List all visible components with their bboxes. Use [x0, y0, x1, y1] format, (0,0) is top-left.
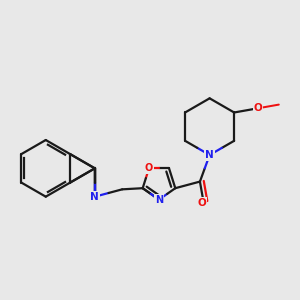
Text: N: N [205, 150, 214, 160]
Text: O: O [198, 198, 206, 208]
Text: O: O [254, 103, 262, 113]
Text: N: N [90, 192, 99, 202]
Text: N: N [155, 195, 163, 205]
Text: O: O [145, 163, 153, 173]
